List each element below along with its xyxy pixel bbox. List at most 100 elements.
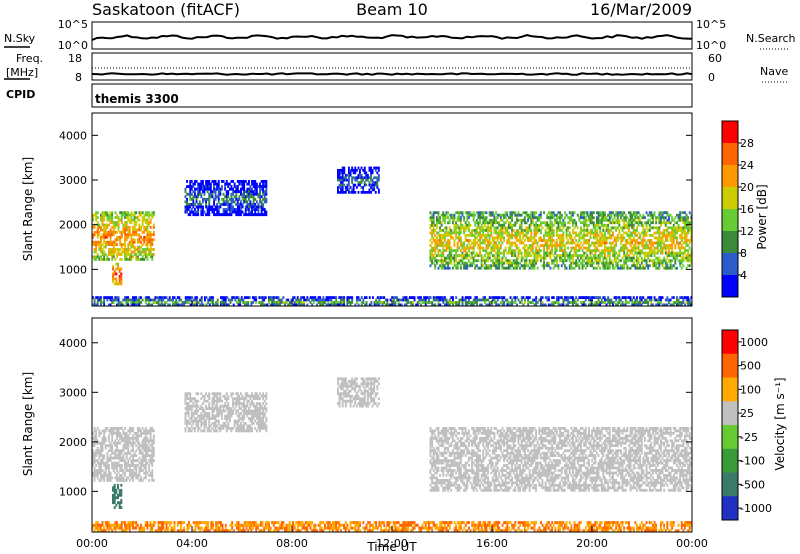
echo-cell bbox=[688, 229, 691, 232]
echo-cell bbox=[605, 246, 608, 250]
echo-cell bbox=[124, 255, 126, 259]
echo-cell bbox=[639, 218, 642, 222]
echo-cell bbox=[519, 241, 521, 245]
echo-cell bbox=[439, 239, 441, 242]
echo-cell bbox=[309, 296, 312, 299]
echo-cell bbox=[113, 272, 116, 276]
echo-cell bbox=[648, 213, 651, 217]
echo-cell bbox=[194, 301, 197, 304]
echo-cell bbox=[214, 195, 217, 199]
echo-cell bbox=[536, 251, 539, 255]
echo-cell bbox=[211, 210, 214, 214]
echo-cell bbox=[122, 479, 125, 482]
echo-cell bbox=[466, 223, 469, 227]
echo-cell bbox=[192, 298, 195, 302]
echo-cell bbox=[690, 251, 693, 255]
echo-cell bbox=[661, 241, 664, 245]
echo-cell bbox=[224, 187, 227, 191]
echo-cell bbox=[151, 243, 154, 246]
echo-cell bbox=[238, 190, 241, 194]
echo-cell bbox=[376, 178, 379, 182]
echo-cell bbox=[236, 205, 239, 209]
echo-cell bbox=[259, 200, 261, 204]
echo-cell bbox=[431, 254, 433, 257]
echo-cell bbox=[251, 203, 253, 206]
echo-cell bbox=[472, 213, 475, 217]
echo-cell bbox=[515, 264, 518, 268]
echo-cell bbox=[248, 192, 250, 196]
echo-cell bbox=[355, 186, 358, 189]
echo-cell bbox=[384, 298, 387, 302]
echo-cell bbox=[639, 303, 642, 307]
echo-cell bbox=[236, 210, 239, 214]
colorbar-swatch bbox=[722, 231, 738, 254]
echo-cell bbox=[608, 261, 611, 265]
echo-cell bbox=[95, 436, 98, 440]
echo-cell bbox=[551, 236, 553, 240]
echo-cell bbox=[474, 259, 477, 263]
echo-cell bbox=[122, 211, 125, 215]
echo-cell bbox=[604, 218, 606, 222]
echo-cell bbox=[117, 228, 120, 232]
echo-cell bbox=[682, 216, 685, 220]
echo-cell bbox=[212, 296, 214, 299]
echo-cell bbox=[546, 216, 549, 220]
echo-cell bbox=[447, 239, 449, 242]
echo-cell bbox=[109, 213, 112, 217]
echo-cell bbox=[608, 218, 611, 222]
echo-cell bbox=[260, 303, 262, 307]
echo-cell bbox=[112, 275, 114, 278]
echo-cell bbox=[103, 454, 106, 457]
echo-cell bbox=[688, 241, 691, 245]
echo-cell bbox=[239, 303, 242, 307]
echo-cell bbox=[496, 254, 499, 257]
echo-cell bbox=[551, 246, 553, 250]
echo-cell bbox=[241, 180, 244, 183]
echo-cell bbox=[461, 213, 464, 217]
echo-cell bbox=[127, 303, 130, 307]
echo-cell bbox=[624, 298, 627, 302]
echo-cell bbox=[340, 301, 342, 304]
echo-cell bbox=[135, 223, 138, 227]
echo-cell bbox=[211, 192, 214, 196]
echo-cell bbox=[608, 234, 611, 237]
echo-cell bbox=[108, 216, 110, 219]
echo-cell bbox=[189, 180, 192, 183]
echo-cell bbox=[431, 259, 433, 263]
echo-cell bbox=[613, 236, 616, 240]
echo-cell bbox=[125, 434, 128, 438]
echo-cell bbox=[512, 259, 515, 263]
echo-cell bbox=[613, 251, 616, 255]
echo-cell bbox=[543, 259, 545, 263]
echo-cell bbox=[567, 246, 570, 250]
echo-cell bbox=[586, 254, 589, 257]
echo-cell bbox=[466, 254, 469, 257]
echo-cell bbox=[229, 298, 232, 302]
echo-cell bbox=[555, 259, 558, 263]
echo-cell bbox=[233, 190, 236, 194]
echo-cell bbox=[615, 211, 618, 215]
noise-left-tick-low: 10^0 bbox=[58, 39, 88, 52]
echo-cell bbox=[450, 216, 453, 220]
echo-cell bbox=[581, 266, 584, 270]
echo-cell bbox=[666, 256, 669, 260]
echo-cell bbox=[572, 229, 574, 232]
echo-cell bbox=[132, 301, 134, 304]
echo-cell bbox=[660, 246, 662, 250]
echo-cell bbox=[589, 301, 592, 304]
echo-cell bbox=[629, 213, 632, 217]
echo-cell bbox=[608, 266, 611, 270]
echo-cell bbox=[439, 244, 441, 247]
echo-cell bbox=[125, 250, 128, 254]
echo-cell bbox=[628, 256, 630, 260]
echo-cell bbox=[252, 185, 255, 188]
echo-cell bbox=[480, 226, 483, 230]
echo-cell bbox=[138, 296, 141, 299]
echo-cell bbox=[103, 238, 106, 242]
echo-cell bbox=[352, 191, 355, 194]
echo-cell bbox=[124, 223, 126, 227]
echo-cell bbox=[111, 444, 114, 448]
echo-cell bbox=[232, 190, 234, 194]
echo-cell bbox=[690, 303, 693, 307]
echo-cell bbox=[589, 261, 592, 265]
